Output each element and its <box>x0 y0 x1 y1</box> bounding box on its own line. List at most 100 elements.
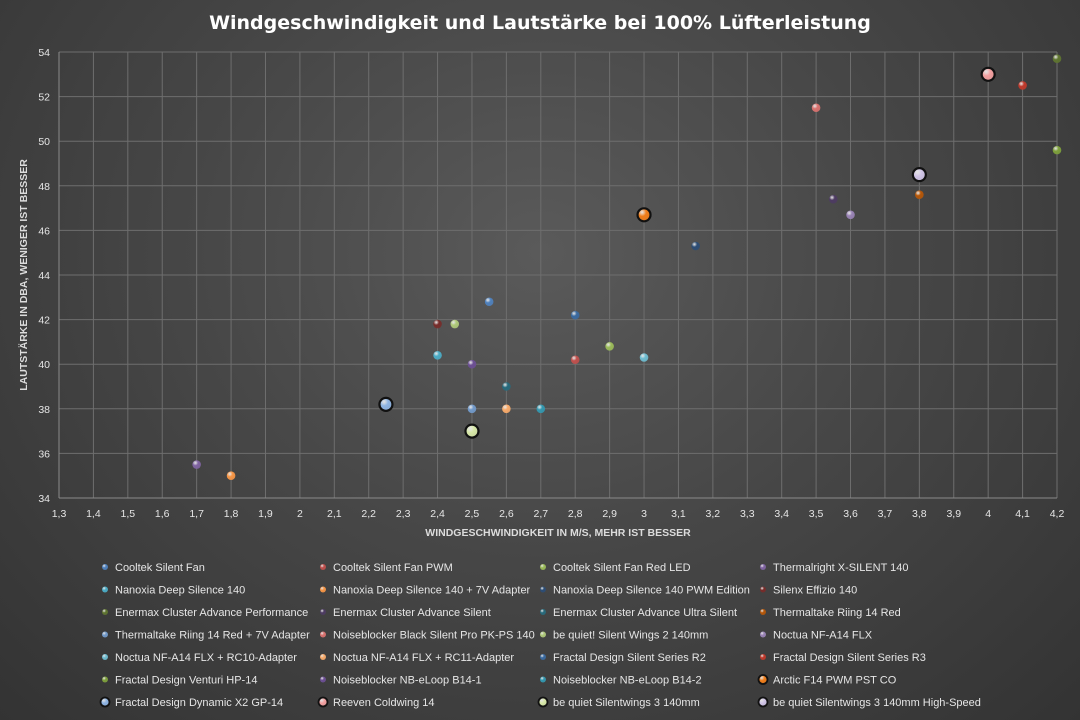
data-point <box>639 353 649 362</box>
x-tick-label: 2 <box>297 508 303 520</box>
legend-marker <box>537 696 549 708</box>
y-tick-label: 34 <box>38 493 50 505</box>
x-tick-label: 1,5 <box>121 508 136 520</box>
x-tick-label: 2,7 <box>533 508 548 520</box>
chart-title: Windgeschwindigkeit und Lautstärke bei 1… <box>209 12 871 34</box>
legend-label: Fractal Design Dynamic X2 GP-14 <box>115 697 283 709</box>
legend-label: Nanoxia Deep Silence 140 PWM Edition <box>553 585 750 597</box>
legend-marker <box>102 631 108 638</box>
legend-marker <box>760 564 766 570</box>
data-point <box>467 404 477 414</box>
legend-marker <box>102 564 108 570</box>
y-tick-label: 38 <box>38 404 50 416</box>
y-tick-label: 48 <box>38 181 50 193</box>
legend-label: Arctic F14 PWM PST CO <box>773 675 897 687</box>
legend-marker <box>320 676 326 683</box>
data-point <box>502 404 511 414</box>
legend-label: Thermaltake Riing 14 Red <box>773 607 901 619</box>
legend-label: Noiseblocker Black Silent Pro PK-PS 140 <box>333 630 535 642</box>
legend-label: Noiseblocker NB-eLoop B14-2 <box>553 675 702 687</box>
legend-marker <box>757 674 769 685</box>
legend-label: Nanoxia Deep Silence 140 + 7V Adapter <box>333 585 531 597</box>
x-tick-label: 1,6 <box>155 508 170 520</box>
x-tick-label: 2,3 <box>396 508 411 520</box>
data-point <box>192 460 201 469</box>
y-tick-label: 54 <box>38 47 50 59</box>
legend-marker <box>102 609 108 615</box>
legend-marker <box>540 586 546 593</box>
x-tick-label: 2,9 <box>602 508 617 520</box>
legend-marker <box>102 586 108 593</box>
legend-label: Fractal Design Silent Series R3 <box>773 652 926 664</box>
data-point <box>464 423 480 439</box>
data-point <box>570 355 580 365</box>
legend-marker <box>757 696 769 708</box>
legend-label: Thermalright X-SILENT 140 <box>773 562 909 574</box>
legend-marker <box>320 631 326 638</box>
x-tick-label: 2,5 <box>465 508 480 520</box>
data-point <box>636 207 652 223</box>
y-tick-label: 36 <box>38 448 50 460</box>
data-point <box>811 103 821 113</box>
y-tick-label: 44 <box>38 270 50 282</box>
data-point <box>846 210 855 220</box>
x-tick-label: 1,4 <box>86 508 101 520</box>
legend-label: Enermax Cluster Advance Ultra Silent <box>553 607 737 619</box>
legend-marker <box>320 564 326 570</box>
x-tick-label: 4,2 <box>1050 508 1065 520</box>
legend-marker <box>760 654 766 660</box>
legend-label: Enermax Cluster Advance Performance <box>115 607 308 619</box>
legend-label: Nanoxia Deep Silence 140 <box>115 585 245 597</box>
data-point <box>536 404 546 414</box>
y-tick-label: 42 <box>38 315 50 327</box>
x-tick-label: 2,1 <box>327 508 342 520</box>
data-point <box>484 297 494 307</box>
grid-lines <box>59 51 1058 498</box>
x-tick-label: 3,9 <box>946 508 961 520</box>
x-tick-label: 3,2 <box>706 508 721 520</box>
legend-marker <box>99 696 111 708</box>
x-tick-label: 3,3 <box>740 508 755 520</box>
legend-marker <box>760 631 766 638</box>
legend-label: be quiet Silentwings 3 140mm High-Speed <box>773 697 981 709</box>
legend-label: Silenx Effizio 140 <box>773 585 857 597</box>
legend-marker <box>540 564 546 570</box>
legend-marker <box>540 609 546 615</box>
data-point <box>226 471 236 481</box>
x-tick-label: 3,7 <box>878 508 893 520</box>
legend-marker <box>540 654 546 660</box>
legend-marker <box>317 696 329 708</box>
y-axis-label: LAUTSTÄRKE IN DBA, WENIGER IST BESSER <box>17 159 30 391</box>
legend-label: be quiet! Silent Wings 2 140mm <box>553 630 708 642</box>
x-tick-label: 3,6 <box>843 508 858 520</box>
legend-label: Noctua NF-A14 FLX + RC10-Adapter <box>115 652 297 664</box>
legend-marker <box>320 609 326 615</box>
x-tick-label: 1,8 <box>224 508 239 520</box>
x-tick-label: 1,7 <box>189 508 204 520</box>
data-point <box>829 194 838 204</box>
legend-marker <box>320 586 326 593</box>
legend-label: Noctua NF-A14 FLX + RC11-Adapter <box>333 652 514 664</box>
legend-marker <box>540 676 546 683</box>
data-point <box>467 359 477 369</box>
legend-label: Fractal Design Silent Series R2 <box>553 652 706 664</box>
x-tick-label: 1,9 <box>258 508 273 520</box>
x-tick-label: 2,4 <box>430 508 445 520</box>
y-tick-label: 52 <box>38 92 50 104</box>
x-tick-label: 3,4 <box>774 508 789 520</box>
x-tick-label: 3,5 <box>809 508 824 520</box>
data-point <box>450 319 460 329</box>
data-point <box>911 167 927 183</box>
legend-label: Cooltek Silent Fan PWM <box>333 562 453 574</box>
x-tick-label: 4 <box>985 508 991 520</box>
data-point <box>605 342 614 351</box>
x-tick-label: 2,8 <box>568 508 583 520</box>
legend-label: Noiseblocker NB-eLoop B14-1 <box>333 675 482 687</box>
data-point <box>980 66 996 82</box>
legend-marker <box>540 631 546 638</box>
data-point <box>691 241 700 251</box>
legend-label: be quiet Silentwings 3 140mm <box>553 697 700 709</box>
legend-label: Thermaltake Riing 14 Red + 7V Adapter <box>115 630 310 642</box>
x-tick-label: 1,3 <box>52 508 67 520</box>
legend-label: Fractal Design Venturi HP-14 <box>115 675 257 687</box>
